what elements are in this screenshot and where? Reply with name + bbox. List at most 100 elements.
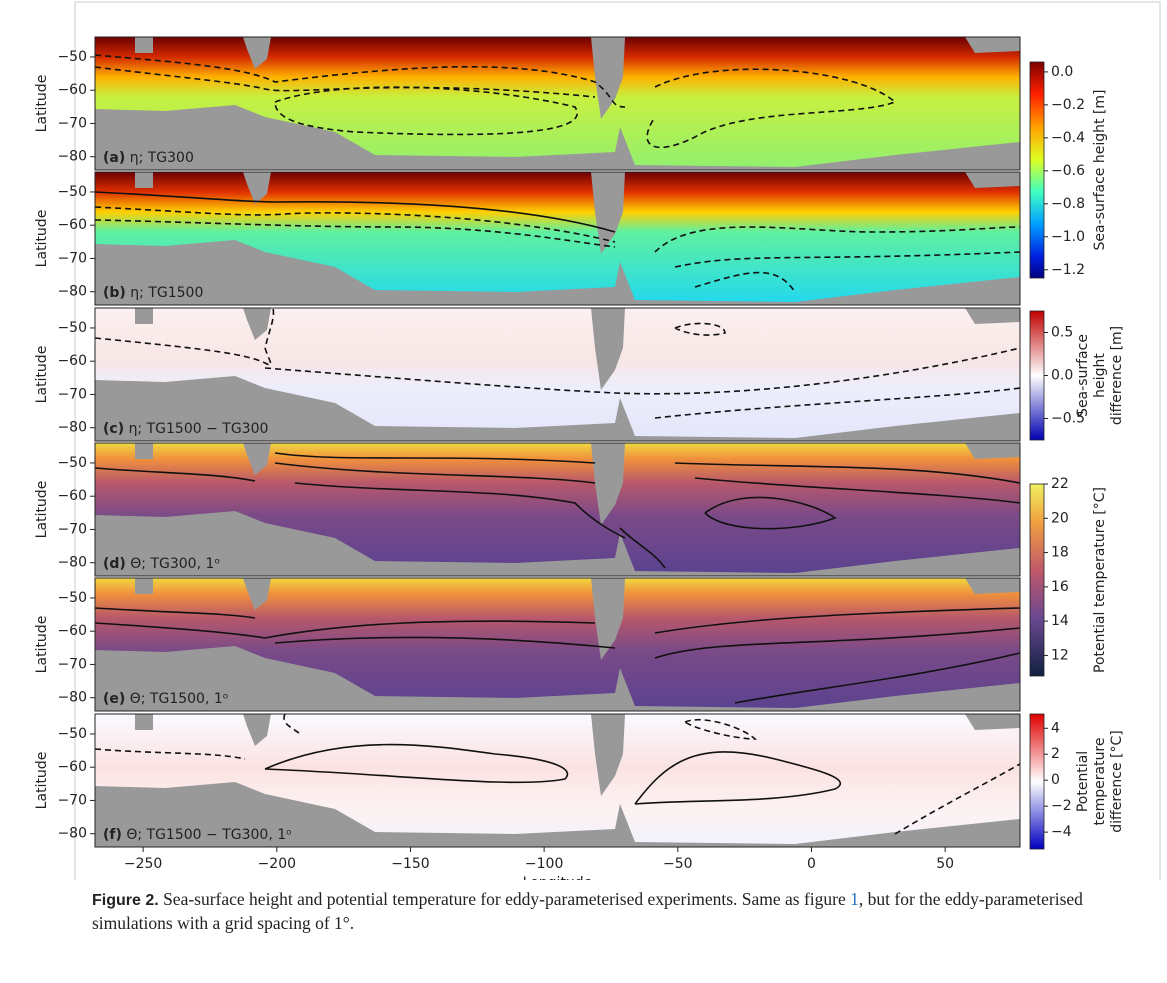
colorbar-tick-label: −0.4 xyxy=(1051,130,1085,146)
y-tick-label: −50 xyxy=(57,184,87,200)
y-tick-label: −50 xyxy=(57,455,87,471)
colorbar-tick-label: −1.0 xyxy=(1051,229,1085,245)
y-tick-label: −60 xyxy=(57,759,87,775)
y-axis-label: Latitude xyxy=(34,75,50,133)
panel-text: η; TG1500 xyxy=(130,285,203,301)
colorbar xyxy=(1030,714,1044,849)
panel: (a) η; TG300 xyxy=(95,37,1020,170)
colorbar-label: height xyxy=(1092,353,1108,398)
x-tick-label: −200 xyxy=(258,856,296,872)
y-tick-label: −50 xyxy=(57,726,87,742)
panel-tag: (a) xyxy=(103,150,125,166)
y-axis-label: Latitude xyxy=(34,481,50,539)
colorbar-label: Sea-surface xyxy=(1075,334,1091,417)
panel: (b) η; TG1500 xyxy=(95,172,1020,305)
y-axis-label: Latitude xyxy=(34,752,50,810)
y-tick-label: −80 xyxy=(57,826,87,842)
y-tick-label: −60 xyxy=(57,623,87,639)
x-tick-label: 50 xyxy=(936,856,954,872)
y-tick-label: −70 xyxy=(57,656,87,672)
panel-text: η; TG1500 − TG300 xyxy=(129,421,269,437)
colorbar-label: Sea-surface height [m] xyxy=(1092,90,1108,251)
colorbar xyxy=(1030,484,1044,676)
y-tick-label: −50 xyxy=(57,320,87,336)
colorbar-tick-label: 20 xyxy=(1051,510,1069,526)
caption-text: Sea-surface height and potential tempera… xyxy=(163,889,850,909)
colorbar-tick-label: −2 xyxy=(1051,798,1072,814)
colorbar-tick-label: 14 xyxy=(1051,613,1069,629)
colorbar-tick-label: 4 xyxy=(1051,720,1060,736)
panel-tag: (f) xyxy=(103,827,122,843)
panel-tag: (d) xyxy=(103,556,126,572)
y-tick-label: −70 xyxy=(57,115,87,131)
figure: (a) η; TG300 (b) η; TG1500 (c) η; TG1500 −… xyxy=(0,0,1167,880)
colorbar-tick-label: −4 xyxy=(1051,824,1072,840)
panel: (c) η; TG1500 − TG300 xyxy=(95,308,1020,441)
y-tick-label: −60 xyxy=(57,353,87,369)
x-tick-label: −50 xyxy=(663,856,693,872)
y-axis-label: Latitude xyxy=(34,346,50,404)
colorbar-tick-label: −0.2 xyxy=(1051,97,1085,113)
colorbar-tick-label: −0.8 xyxy=(1051,196,1085,212)
colorbar-tick-label: 0.0 xyxy=(1051,64,1073,80)
caption-label: Figure 2. xyxy=(92,892,159,909)
panel-tag: (e) xyxy=(103,691,125,707)
panel: (e) Θ; TG1500, 1ᵒ xyxy=(95,578,1020,711)
y-tick-label: −80 xyxy=(57,149,87,165)
colorbar-tick-label: 16 xyxy=(1051,579,1069,595)
colorbar-tick-label: 18 xyxy=(1051,545,1069,561)
panel: (f) Θ; TG1500 − TG300, 1ᵒ xyxy=(95,714,1020,847)
y-tick-label: −50 xyxy=(57,49,87,65)
y-axis-label: Latitude xyxy=(34,210,50,268)
colorbar xyxy=(1030,62,1044,278)
colorbar-tick-label: 12 xyxy=(1051,647,1069,663)
colorbar-tick-label: 0.0 xyxy=(1051,368,1073,384)
y-tick-label: −70 xyxy=(57,521,87,537)
page: (a) η; TG300 (b) η; TG1500 (c) η; TG1500 −… xyxy=(0,0,1167,983)
colorbar-tick-label: 0 xyxy=(1051,772,1060,788)
panel-label: (e) Θ; TG1500, 1ᵒ xyxy=(103,691,229,707)
colorbar-tick-label: −0.6 xyxy=(1051,163,1085,179)
panels: (a) η; TG300 (b) η; TG1500 (c) η; TG1500 −… xyxy=(95,37,1020,847)
y-tick-label: −50 xyxy=(57,590,87,606)
colorbar xyxy=(1030,311,1044,440)
y-tick-label: −70 xyxy=(57,250,87,266)
y-tick-label: −80 xyxy=(57,555,87,571)
y-tick-label: −80 xyxy=(57,284,87,300)
colorbar-tick-label: 0.5 xyxy=(1051,325,1073,341)
colorbar-tick-label: 22 xyxy=(1051,476,1069,492)
y-tick-label: −60 xyxy=(57,217,87,233)
panel-tag: (c) xyxy=(103,421,124,437)
colorbar-label: Potential xyxy=(1075,751,1091,812)
colorbar-label: Potential temperature [°C] xyxy=(1092,487,1108,673)
x-tick-label: −150 xyxy=(391,856,429,872)
y-tick-label: −70 xyxy=(57,792,87,808)
x-axis-label: Longitude xyxy=(523,875,593,880)
panel-text: η; TG300 xyxy=(130,150,194,166)
caption-link[interactable]: 1 xyxy=(850,889,859,909)
caption: Figure 2. Sea-surface height and potenti… xyxy=(92,888,1142,934)
panel-tag: (b) xyxy=(103,285,126,301)
panel-text: Θ; TG1500, 1ᵒ xyxy=(130,691,229,707)
colorbar-label: difference [m] xyxy=(1109,326,1125,425)
panel-label: (b) η; TG1500 xyxy=(103,285,203,301)
colorbar-label: temperature xyxy=(1092,738,1108,826)
panel-label: (f) Θ; TG1500 − TG300, 1ᵒ xyxy=(103,827,292,843)
colorbar-tick-label: 2 xyxy=(1051,746,1060,762)
panel-label: (c) η; TG1500 − TG300 xyxy=(103,421,268,437)
x-tick-label: 0 xyxy=(807,856,816,872)
panel: (d) Θ; TG300, 1ᵒ xyxy=(95,443,1020,576)
colorbar-tick-label: −1.2 xyxy=(1051,262,1085,278)
x-tick-label: −100 xyxy=(525,856,563,872)
colorbar-label: difference [°C] xyxy=(1109,730,1125,832)
panel-text: Θ; TG1500 − TG300, 1ᵒ xyxy=(126,827,292,843)
x-tick-label: −250 xyxy=(124,856,162,872)
y-axis-label: Latitude xyxy=(34,616,50,674)
y-tick-label: −80 xyxy=(57,420,87,436)
y-tick-label: −80 xyxy=(57,690,87,706)
y-tick-label: −70 xyxy=(57,386,87,402)
panel-label: (d) Θ; TG300, 1ᵒ xyxy=(103,556,220,572)
panel-label: (a) η; TG300 xyxy=(103,150,194,166)
y-tick-label: −60 xyxy=(57,488,87,504)
y-tick-label: −60 xyxy=(57,82,87,98)
